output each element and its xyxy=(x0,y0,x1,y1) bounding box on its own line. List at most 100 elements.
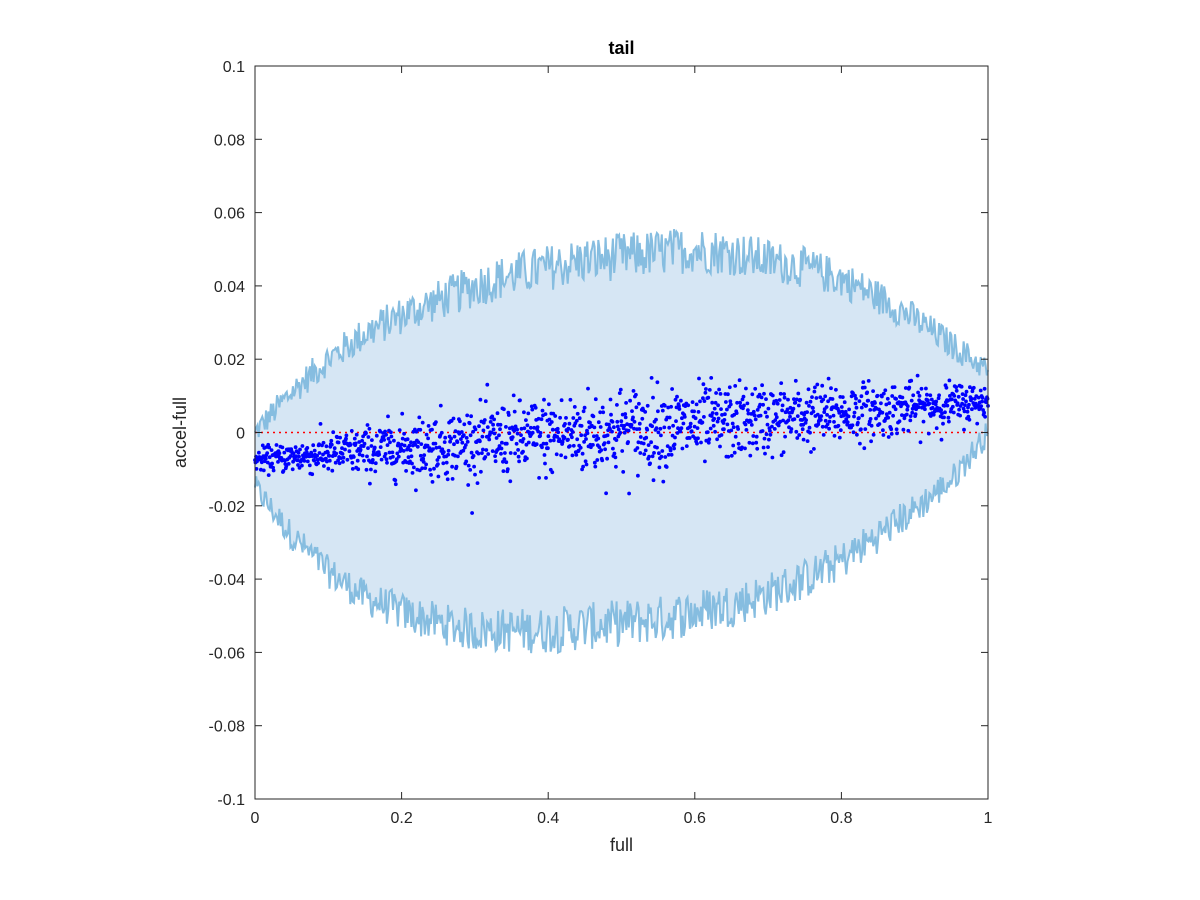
chart-title: tail xyxy=(608,38,634,58)
scatter-point xyxy=(810,395,814,399)
scatter-point xyxy=(945,403,950,408)
scatter-point xyxy=(355,458,360,463)
scatter-point xyxy=(881,428,885,433)
scatter-point xyxy=(964,389,969,394)
scatter-point xyxy=(655,380,660,385)
scatter-point xyxy=(884,402,889,407)
scatter-point xyxy=(758,413,763,418)
scatter-point xyxy=(846,414,851,419)
scatter-point xyxy=(808,399,813,404)
scatter-point xyxy=(905,407,910,412)
scatter-point xyxy=(891,413,895,418)
scatter-point xyxy=(458,419,462,424)
scatter-point xyxy=(612,451,617,456)
scatter-point xyxy=(504,441,509,446)
scatter-point xyxy=(551,438,556,443)
scatter-point xyxy=(597,445,602,449)
scatter-point xyxy=(466,483,471,487)
scatter-point xyxy=(710,411,715,415)
scatter-point xyxy=(534,442,539,447)
scatter-point xyxy=(894,397,898,401)
scatter-point xyxy=(661,479,666,484)
scatter-point xyxy=(828,415,832,419)
scatter-point xyxy=(487,437,492,442)
scatter-point xyxy=(742,403,746,408)
scatter-point xyxy=(618,387,623,392)
scatter-point xyxy=(571,416,576,420)
scatter-point xyxy=(892,385,897,389)
scatter-point xyxy=(298,447,302,452)
scatter-point xyxy=(754,440,759,445)
scatter-point xyxy=(778,419,783,424)
scatter-point xyxy=(632,426,636,431)
scatter-point xyxy=(478,439,482,444)
scatter-point xyxy=(823,418,828,423)
scatter-point xyxy=(520,439,525,444)
scatter-point xyxy=(623,415,628,420)
scatter-point xyxy=(678,429,683,434)
scatter-point xyxy=(525,456,529,461)
scatter-point xyxy=(729,428,734,433)
scatter-point xyxy=(533,405,538,410)
scatter-point xyxy=(758,402,762,407)
scatter-point xyxy=(395,451,400,456)
scatter-point xyxy=(729,453,734,458)
scatter-point xyxy=(302,459,307,463)
scatter-point xyxy=(584,462,589,467)
ticks-layer: 0 0.2 0.4 0.6 0.8 1 -0.1 -0.08 -0.06 -0.04 -0.02 0 0… xyxy=(209,59,993,827)
scatter-point xyxy=(746,408,750,413)
scatter-point xyxy=(362,441,367,446)
scatter-point xyxy=(518,398,522,403)
scatter-point xyxy=(753,386,758,391)
scatter-point xyxy=(586,386,590,391)
scatter-point xyxy=(393,478,398,483)
scatter-point xyxy=(863,427,868,431)
scatter-point xyxy=(483,399,488,404)
scatter-point xyxy=(417,415,422,420)
scatter-point xyxy=(464,459,469,464)
scatter-point xyxy=(443,435,448,440)
scatter-point xyxy=(757,392,762,397)
scatter-point xyxy=(650,424,654,429)
scatter-point xyxy=(804,418,808,422)
y-axis-label: accel-full xyxy=(170,397,190,468)
y-tick-label: -0.1 xyxy=(217,792,245,809)
scatter-point xyxy=(609,412,613,417)
scatter-point xyxy=(464,436,469,440)
scatter-point xyxy=(634,405,639,410)
scatter-point xyxy=(728,402,733,407)
scatter-point xyxy=(642,452,647,456)
scatter-point xyxy=(751,409,756,414)
scatter-point xyxy=(626,440,630,444)
scatter-point xyxy=(293,445,298,450)
scatter-point xyxy=(453,429,458,434)
scatter-point xyxy=(936,396,941,401)
scatter-point xyxy=(669,404,673,409)
scatter-point xyxy=(658,426,663,431)
scatter-point xyxy=(286,462,291,466)
scatter-point xyxy=(860,413,865,418)
scatter-point xyxy=(472,464,476,469)
scatter-point xyxy=(431,447,435,451)
scatter-point xyxy=(393,482,398,487)
scatter-point xyxy=(807,425,812,430)
scatter-point xyxy=(806,387,811,392)
scatter-point xyxy=(780,403,785,408)
scatter-point xyxy=(622,423,627,428)
scatter-point xyxy=(677,407,682,411)
scatter-point xyxy=(400,411,405,416)
scatter-point xyxy=(356,467,361,472)
scatter-point xyxy=(596,436,601,441)
scatter-point xyxy=(668,448,673,453)
scatter-point xyxy=(924,386,928,391)
scatter-point xyxy=(473,427,478,432)
scatter-point xyxy=(610,419,615,424)
scatter-point xyxy=(850,423,855,428)
scatter-point xyxy=(615,419,620,424)
scatter-point xyxy=(389,430,393,435)
scatter-point xyxy=(716,416,721,421)
scatter-point xyxy=(826,399,830,404)
scatter-point xyxy=(918,440,923,445)
scatter-point xyxy=(909,378,914,383)
scatter-point xyxy=(679,426,684,431)
